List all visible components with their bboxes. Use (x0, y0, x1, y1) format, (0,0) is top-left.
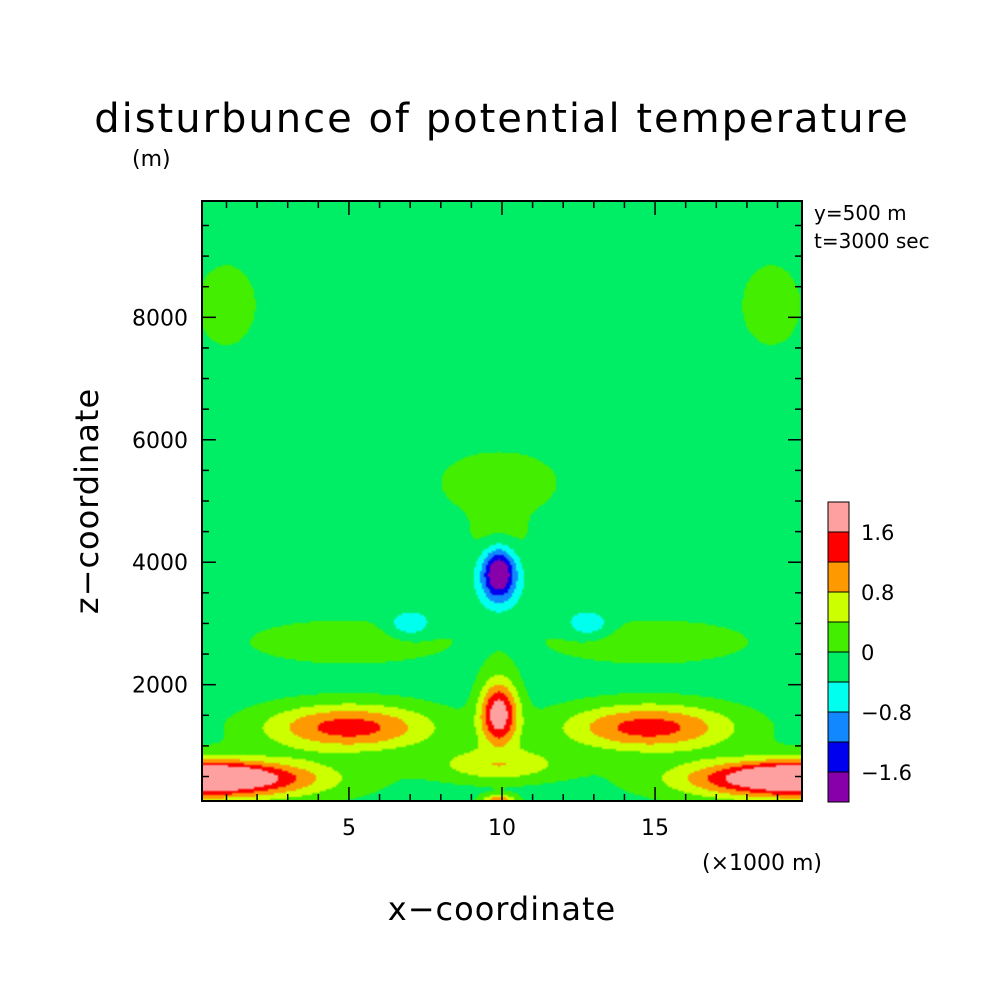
colorbar-tick-label: 1.6 (861, 521, 894, 545)
plot-frame (201, 200, 803, 802)
colorbar-tick-label: 0.8 (861, 581, 894, 605)
value-unit-label: (m) (132, 147, 171, 172)
chart-title: disturbunce of potential temperature (94, 96, 910, 142)
colorbar-swatch (827, 741, 850, 773)
colorbar (827, 501, 850, 803)
colorbar-swatch (827, 651, 850, 683)
colorbar-swatch (827, 591, 850, 623)
axis-ticks (202, 201, 802, 801)
colorbar-swatch (827, 501, 850, 533)
y-axis-label: z−coordinate (68, 388, 106, 614)
colorbar-swatch (827, 621, 850, 653)
annotation-y: y=500 m (814, 201, 907, 225)
x-tick-label: 5 (342, 816, 356, 841)
x-axis-label: x−coordinate (388, 890, 616, 928)
colorbar-swatch (827, 531, 850, 563)
colorbar-labels: 1.6 0.8 0 −0.8 −1.6 (861, 521, 912, 785)
x-tick-label: 15 (641, 816, 669, 841)
y-axis-tick-labels: 2000 4000 6000 8000 (132, 306, 188, 698)
y-tick-label: 8000 (132, 306, 188, 331)
colorbar-swatch (827, 771, 850, 803)
colorbar-swatch (827, 681, 850, 713)
contour-field (202, 201, 802, 801)
colorbar-tick-label: 0 (861, 641, 874, 665)
y-tick-label: 4000 (132, 551, 188, 576)
x-axis-tick-labels: 5 10 15 (342, 816, 669, 841)
colorbar-swatch (827, 711, 850, 743)
y-tick-label: 6000 (132, 429, 188, 454)
y-tick-label: 2000 (132, 674, 188, 699)
x-tick-label: 10 (488, 816, 516, 841)
colorbar-swatch (827, 561, 850, 593)
annotation-t: t=3000 sec (814, 229, 930, 253)
contour-fill (202, 201, 802, 801)
colorbar-tick-label: −0.8 (861, 701, 912, 725)
x-axis-unit-label: (×1000 m) (702, 851, 822, 876)
colorbar-tick-label: −1.6 (861, 761, 912, 785)
